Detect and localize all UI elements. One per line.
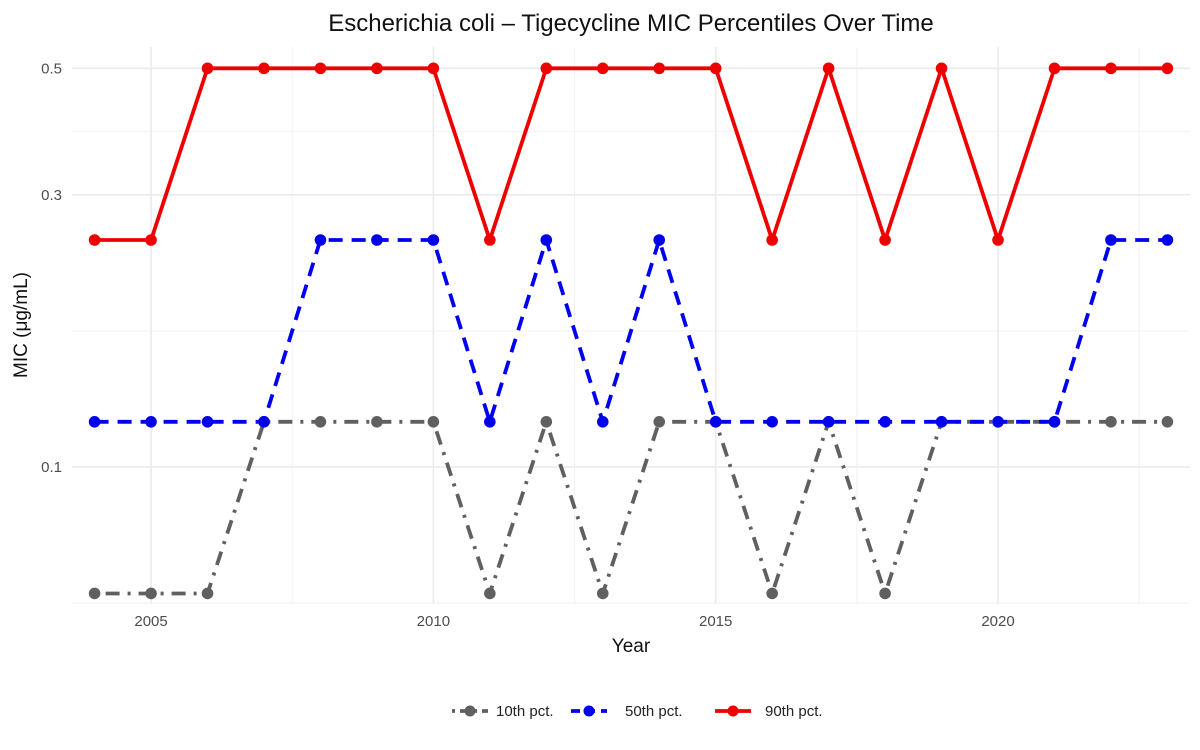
x-tick-label: 2020 xyxy=(981,613,1014,630)
data-point xyxy=(258,415,270,428)
data-point xyxy=(1161,415,1174,428)
data-point xyxy=(371,62,383,75)
x-tick-label: 2005 xyxy=(134,613,167,630)
data-point xyxy=(314,234,327,246)
legend-label: 90th pct. xyxy=(765,703,823,720)
data-point xyxy=(427,62,440,75)
series-line xyxy=(94,238,1168,424)
legend-label: 50th pct. xyxy=(625,703,683,720)
x-axis-title: Year xyxy=(612,636,651,657)
data-point xyxy=(596,62,609,75)
data-point xyxy=(1105,62,1117,75)
legend-key-point xyxy=(464,705,476,717)
series-line xyxy=(94,419,1168,596)
y-tick-label: 0.5 xyxy=(41,60,62,77)
data-point xyxy=(879,234,891,246)
data-point xyxy=(540,62,553,75)
x-tick-label: 2015 xyxy=(699,613,732,630)
data-point xyxy=(371,415,383,428)
data-point xyxy=(709,62,722,75)
legend-label: 10th pct. xyxy=(496,703,554,720)
chart-title: Escherichia coli – Tigecycline MIC Perce… xyxy=(328,10,934,37)
data-point xyxy=(879,587,891,600)
data-point xyxy=(1105,415,1117,428)
series-lines xyxy=(94,66,1168,596)
data-point xyxy=(1105,234,1117,246)
data-point xyxy=(653,234,666,246)
data-point xyxy=(427,415,440,428)
data-point xyxy=(371,234,383,246)
data-point xyxy=(540,234,553,246)
data-point xyxy=(766,234,778,246)
legend-key-point xyxy=(727,705,739,717)
data-point xyxy=(484,234,496,246)
data-point xyxy=(935,415,948,428)
tick-labels: 2005 2010 2015 2020 0.1 0.3 0.5 xyxy=(41,60,1015,630)
data-point xyxy=(1048,415,1061,428)
data-point xyxy=(766,415,778,428)
data-point xyxy=(596,587,609,600)
data-point xyxy=(201,415,214,428)
data-point xyxy=(709,415,722,428)
x-tick-label: 2010 xyxy=(417,613,450,630)
data-point xyxy=(314,415,327,428)
data-point xyxy=(1161,234,1174,246)
data-point xyxy=(822,415,835,428)
series-line xyxy=(94,66,1168,242)
data-point xyxy=(484,415,496,428)
data-point xyxy=(201,587,214,600)
data-point xyxy=(145,415,157,428)
data-point xyxy=(427,234,440,246)
data-point xyxy=(201,62,214,75)
data-point xyxy=(766,587,778,600)
data-point xyxy=(484,587,496,600)
data-point xyxy=(992,234,1004,246)
legend-key-point xyxy=(583,705,595,717)
data-point xyxy=(88,587,101,600)
data-point xyxy=(935,62,948,75)
data-point xyxy=(1161,62,1174,75)
data-point xyxy=(314,62,327,75)
data-point xyxy=(1048,62,1061,75)
data-point xyxy=(258,62,270,75)
data-point xyxy=(596,415,609,428)
data-point xyxy=(145,234,157,246)
data-point xyxy=(653,415,666,428)
data-point xyxy=(145,587,157,600)
data-point xyxy=(540,415,553,428)
series-points xyxy=(88,62,1174,600)
legend: 10th pct. 50th pct. 90th pct. xyxy=(452,703,823,720)
data-point xyxy=(822,62,835,75)
data-point xyxy=(879,415,891,428)
y-tick-label: 0.3 xyxy=(41,187,62,204)
data-point xyxy=(992,415,1004,428)
y-tick-label: 0.1 xyxy=(41,459,62,476)
grid-lines xyxy=(72,47,1190,604)
y-axis-title: MIC (μg/mL) xyxy=(11,272,32,378)
data-point xyxy=(653,62,666,75)
data-point xyxy=(88,234,101,246)
data-point xyxy=(88,415,101,428)
